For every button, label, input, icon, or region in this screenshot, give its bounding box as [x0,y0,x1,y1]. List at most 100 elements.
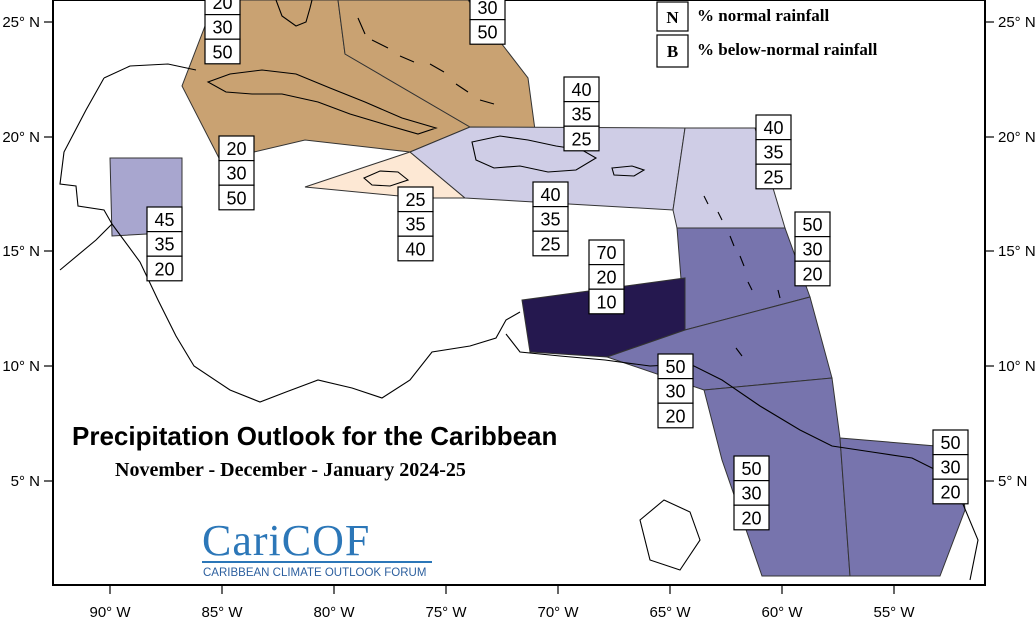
probability-value: 30 [741,484,761,504]
probability-box: 20 30 50 [218,135,255,211]
logo-wordmark: CariCOF [202,516,370,565]
probability-value: 30 [665,382,685,402]
probability-box: 25 35 40 [397,186,434,262]
probability-value: 30 [212,18,232,38]
probability-cell [588,288,625,315]
probability-cell [218,184,255,211]
probability-cell [563,76,600,103]
probability-cell [657,402,694,429]
coast-puerto-rico [611,165,646,177]
probability-value: 45 [154,210,174,230]
probability-cell [733,455,770,482]
probability-box: 50 30 20 [657,353,694,429]
legend-b-key: B [667,42,678,61]
probability-cell [218,160,255,186]
legend-n-key: N [666,8,679,27]
probability-cell [218,135,255,162]
lat-tick-label: 10° N [998,358,1036,375]
probability-cell [397,211,434,237]
probability-value: 50 [665,357,685,377]
probability-cell [532,206,569,232]
coast-jamaica [362,170,410,187]
legend-n-text: % normal rainfall [697,6,829,25]
coast-bahamas [357,17,495,105]
probability-box: 40 35 25 [532,181,569,257]
lon-tick-label: 90° W [89,604,131,621]
lon-tick-label: 55° W [873,604,915,621]
probability-value: 30 [226,164,246,184]
lon-tick-label: 65° W [649,604,691,621]
legend-b-text: % below-normal rainfall [697,40,878,59]
probability-cell [755,163,792,190]
probability-cell [755,114,792,141]
coast-cuba [206,69,438,135]
probability-value: 25 [540,234,560,254]
lon-tick-label: 85° W [201,604,243,621]
latitude-labels-right: 25° N 20° N 15° N 10° N 5° N [998,14,1036,490]
lon-tick-label: 80° W [313,604,355,621]
probability-value: 30 [477,0,497,18]
coast-florida [275,0,313,27]
probability-cell [794,260,831,287]
probability-box: 50 30 20 [932,429,969,505]
probability-box: 20 30 50 [204,0,241,65]
probability-cell [733,504,770,531]
probability-value: 40 [763,118,783,138]
probability-value: 35 [540,210,560,230]
probability-box: 50 30 20 [794,211,831,287]
lon-tick-label: 70° W [537,604,579,621]
probability-cell [532,230,569,257]
map-title: Precipitation Outlook for the Caribbean [72,421,557,451]
probability-cell [657,353,694,380]
probability-cell [397,186,434,213]
probability-value: 40 [571,80,591,100]
probability-value: 35 [154,235,174,255]
probability-value: 20 [596,268,616,288]
probability-cell [932,454,969,480]
lat-tick-label: 5° N [998,473,1027,490]
probability-box: 40 35 25 [755,114,792,190]
probability-value: 35 [571,105,591,125]
probability-value: 35 [405,215,425,235]
probability-value: 35 [763,143,783,163]
probability-value: 25 [571,129,591,149]
lon-tick-label: 60° W [761,604,803,621]
legend-b-box [656,34,689,68]
legend-n-box [656,1,689,32]
map-subtitle: November - December - January 2024-25 [115,459,466,481]
probability-cell [733,480,770,506]
probability-cell [469,19,506,45]
longitude-labels: 90° W 85° W 80° W 75° W 70° W 65° W 60° W 55° W [89,604,915,621]
probability-cell [657,378,694,404]
legend: N % normal rainfall B % below-normal rai… [656,1,878,68]
probability-value: 20 [154,259,174,279]
probability-value: 25 [763,167,783,187]
lat-tick-label: 10° N [2,358,40,375]
probability-value: 20 [665,406,685,426]
probability-cell [397,235,434,262]
latitude-labels-left: 25° N 20° N 15° N 10° N 5° N [2,14,40,490]
probability-cell [755,139,792,165]
probability-cell [932,478,969,505]
probability-value: 20 [741,508,761,528]
probability-value: 20 [226,139,246,159]
probability-value: 25 [405,190,425,210]
probability-value: 70 [596,243,616,263]
probability-value: 50 [477,23,497,43]
lat-tick-label: 5° N [11,473,40,490]
probability-value: 50 [940,433,960,453]
probability-cell [146,231,183,257]
lat-tick-label: 25° N [998,14,1036,31]
lat-tick-label: 15° N [2,243,40,260]
caricof-logo: CariCOF CARIBBEAN CLIMATE OUTLOOK FORUM [202,516,432,579]
probability-cell [563,100,600,127]
coast-yucatan-central-america [59,77,521,403]
probability-value: 50 [226,188,246,208]
probability-box: 45 35 20 [146,206,183,282]
probability-value: 50 [741,459,761,479]
probability-value: 10 [596,292,616,312]
lat-tick-label: 25° N [2,14,40,31]
probability-cell [588,264,625,290]
